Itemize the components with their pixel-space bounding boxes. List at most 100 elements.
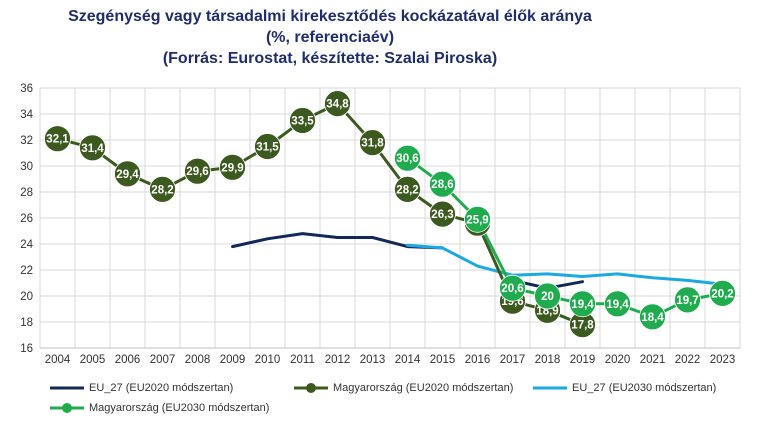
data-label-series-3-2021: 18,4 [641, 312, 664, 324]
data-label-series-3-2015: 28,6 [431, 179, 453, 191]
data-label-series-1-2011: 33,5 [291, 116, 314, 128]
marker-series-1-2012 [324, 90, 351, 117]
y-tick-label-20: 20 [20, 291, 33, 303]
marker-series-3-2020 [604, 290, 631, 318]
legend-item-eu27-eu2030[interactable]: EU_27 (EU2030 módszertan) [533, 382, 716, 394]
legend-label-eu27-eu2030: EU_27 (EU2030 módszertan) [572, 382, 717, 394]
x-tick-label-2013: 2013 [360, 354, 386, 366]
data-label-series-3-2020: 19,4 [606, 299, 629, 311]
legend-label-hu-eu2030: Magyarország (EU2030 módszertan) [89, 402, 270, 414]
marker-series-1-2015 [429, 200, 456, 228]
x-tick-label-2011: 2011 [290, 354, 315, 366]
x-tick-label-2007: 2007 [150, 354, 176, 366]
legend-swatch-eu27-eu2020 [50, 386, 84, 390]
data-label-series-1-2015: 26,3 [431, 209, 453, 221]
y-tick-label-16: 16 [20, 343, 33, 355]
x-tick-label-2020: 2020 [605, 354, 631, 366]
y-tick-label-22: 22 [20, 265, 33, 277]
x-axis: 2004 2005 2006 2007 2008 2009 2010 2011 2012 2013… [40, 347, 740, 366]
legend-label-eu27-eu2020: EU_27 (EU2020 módszertan) [89, 382, 234, 394]
x-tick-label-2012: 2012 [325, 354, 351, 366]
x-tick-label-2016: 2016 [465, 354, 491, 366]
x-tick-label-2014: 2014 [395, 354, 421, 366]
x-tick-label-2018: 2018 [535, 354, 561, 366]
legend-item-eu27-eu2020[interactable]: EU_27 (EU2020 módszertan) [50, 382, 233, 394]
chart-title: Szegénység vagy társadalmi kirekesztődés… [0, 6, 660, 69]
chart-title-line-3: (Forrás: Eurostat, készítette: Szalai Pi… [162, 50, 498, 67]
legend: EU_27 (EU2020 módszertan) Magyarország (… [36, 378, 766, 428]
x-tick-label-2004: 2004 [45, 354, 71, 366]
y-tick-label-18: 18 [20, 317, 33, 329]
legend-item-hu-eu2020[interactable]: Magyarország (EU2020 módszertan) [294, 382, 513, 394]
marker-series-1-2013 [359, 129, 386, 157]
x-tick-label-2006: 2006 [115, 354, 141, 366]
data-label-series-1-2004: 32,1 [46, 134, 69, 146]
marker-series-1-2011 [289, 107, 316, 134]
marker-series-1-2006 [114, 160, 141, 188]
x-tick-label-2015: 2015 [430, 354, 456, 366]
marker-series-3-2018 [534, 282, 561, 310]
data-label-series-1-2009: 29,9 [221, 162, 243, 174]
data-label-series-1-2008: 29,6 [186, 166, 208, 178]
legend-swatch-eu27-eu2030 [533, 386, 567, 390]
legend-label-hu-eu2020: Magyarország (EU2020 módszertan) [333, 382, 514, 394]
data-label-series-1-2010: 31,5 [256, 142, 279, 154]
marker-series-3-2021 [639, 303, 666, 331]
series-line-2-segment-0 [406, 243, 724, 286]
data-label-series-1-2014: 28,2 [396, 184, 418, 196]
data-label-series-1-2019: 17,8 [571, 320, 594, 332]
data-label-series-1-2012: 34,8 [326, 99, 349, 111]
series-line-3-segment-0 [406, 156, 724, 319]
legend-swatch-hu-eu2030 [50, 403, 84, 413]
marker-series-3-2023 [709, 279, 736, 307]
data-label-series-1-2018: 18,9 [536, 305, 558, 317]
x-tick-label-2017: 2017 [500, 354, 526, 366]
marker-series-3-2019 [569, 290, 596, 318]
marker-series-1-2004 [44, 125, 71, 153]
data-label-series-3-2022: 19,7 [676, 295, 698, 307]
marker-series-3-2017 [499, 274, 526, 302]
marker-series-1-2010 [254, 133, 281, 160]
y-tick-label-26: 26 [20, 213, 33, 225]
data-label-series-3-2023: 20,2 [711, 288, 733, 300]
data-label-series-3-2019: 19,4 [571, 299, 594, 311]
x-tick-label-2008: 2008 [185, 354, 211, 366]
chart-title-line-2: (%, referenciaév) [265, 29, 395, 46]
x-tick-label-2022: 2022 [675, 354, 701, 366]
data-label-series-3-2018: 20 [541, 291, 554, 303]
legend-swatch-hu-eu2020 [294, 383, 328, 393]
y-tick-label-34: 34 [20, 109, 33, 121]
data-label-series-1-2006: 29,4 [116, 169, 139, 181]
y-axis: 16 18 20 22 24 26 28 30 32 34 36 [20, 83, 33, 355]
series-markers: 32,1 31,4 29,4 28,2 29,6 29,9 31,5 33,5 34,8 31,8… [44, 90, 736, 339]
y-tick-label-24: 24 [20, 239, 33, 251]
marker-series-3-2014 [394, 144, 421, 172]
y-tick-label-36: 36 [20, 83, 33, 95]
x-tick-label-2021: 2021 [640, 354, 666, 366]
data-label-series-1-2005: 31,4 [81, 143, 104, 155]
marker-series-1-2009 [219, 153, 246, 181]
data-label-series-3-2016: 25,9 [466, 214, 488, 226]
marker-series-3-2015 [429, 170, 456, 198]
marker-series-1-2005 [79, 134, 106, 162]
x-tick-label-2005: 2005 [80, 354, 106, 366]
y-tick-label-30: 30 [20, 161, 33, 173]
y-tick-label-28: 28 [20, 187, 33, 199]
y-tick-label-32: 32 [20, 135, 33, 147]
x-tick-label-2019: 2019 [570, 354, 596, 366]
legend-item-hu-eu2030[interactable]: Magyarország (EU2030 módszertan) [50, 402, 269, 414]
marker-series-3-2016 [464, 205, 491, 233]
chart-title-line-1: Szegénység vagy társadalmi kirekesztődés… [68, 8, 592, 25]
data-label-series-3-2014: 30,6 [396, 153, 418, 165]
data-label-series-3-2017: 20,6 [501, 283, 523, 295]
x-tick-label-2010: 2010 [255, 354, 281, 366]
data-label-series-1-2013: 31,8 [361, 138, 384, 150]
marker-series-3-2022 [674, 286, 701, 314]
marker-series-1-2007 [149, 175, 176, 203]
marker-series-1-2008 [184, 157, 211, 185]
marker-series-1-2014 [394, 175, 421, 203]
x-tick-label-2023: 2023 [710, 354, 736, 366]
x-tick-label-2009: 2009 [220, 354, 246, 366]
